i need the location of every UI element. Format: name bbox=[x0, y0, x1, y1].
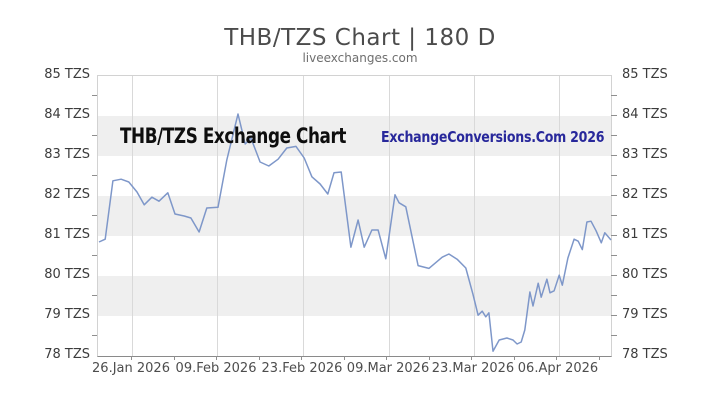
vertical-gridline bbox=[302, 76, 304, 356]
y-axis-label-right: 83 TZS bbox=[622, 147, 668, 162]
y-axis-label-left: 82 TZS bbox=[44, 187, 90, 202]
y-axis-label-left: 84 TZS bbox=[44, 107, 90, 122]
price-line-chart bbox=[98, 76, 611, 356]
axis-tick bbox=[92, 95, 97, 96]
axis-tick bbox=[611, 95, 617, 96]
stripe-band bbox=[98, 276, 611, 316]
axis-tick bbox=[216, 356, 218, 360]
watermark-exchangeconversions: ExchangeConversions.Com 2026 bbox=[381, 128, 605, 146]
axis-tick bbox=[611, 115, 617, 116]
chart-title: THB/TZS Chart | 180 D bbox=[224, 25, 496, 51]
vertical-gridline bbox=[473, 76, 475, 356]
stripe-band bbox=[98, 116, 611, 156]
y-axis-label-left: 83 TZS bbox=[44, 147, 90, 162]
y-axis-label-left: 80 TZS bbox=[44, 267, 90, 282]
axis-tick bbox=[173, 356, 175, 360]
y-axis-label-left: 78 TZS bbox=[44, 347, 90, 362]
chart-subtitle: liveexchanges.com bbox=[302, 51, 418, 65]
axis-tick bbox=[92, 135, 97, 136]
axis-tick bbox=[611, 295, 617, 296]
vertical-gridline bbox=[558, 76, 560, 356]
y-axis-label-right: 80 TZS bbox=[622, 267, 668, 282]
x-axis-label: 09.Mar 2026 bbox=[346, 361, 430, 376]
axis-tick bbox=[611, 315, 617, 316]
vertical-gridline bbox=[132, 76, 133, 356]
y-axis-label-left: 79 TZS bbox=[44, 307, 90, 322]
axis-tick bbox=[386, 356, 388, 360]
y-axis-label-right: 78 TZS bbox=[622, 347, 668, 362]
axis-tick bbox=[92, 335, 97, 336]
x-axis-label: 23.Mar 2026 bbox=[431, 361, 515, 376]
x-axis-label: 23.Feb 2026 bbox=[261, 361, 343, 376]
x-axis-label: 26.Jan 2026 bbox=[92, 361, 170, 376]
axis-tick bbox=[611, 155, 617, 156]
y-axis-label-right: 85 TZS bbox=[622, 67, 668, 82]
axis-tick bbox=[611, 175, 617, 176]
axis-tick bbox=[611, 275, 617, 276]
axis-tick bbox=[611, 195, 617, 196]
plot-area bbox=[97, 75, 612, 357]
axis-tick bbox=[343, 356, 345, 360]
y-axis-label-right: 79 TZS bbox=[622, 307, 668, 322]
y-axis-label-right: 81 TZS bbox=[622, 227, 668, 242]
axis-tick bbox=[611, 215, 617, 216]
x-axis-label: 09.Feb 2026 bbox=[175, 361, 257, 376]
axis-tick bbox=[258, 356, 260, 360]
axis-tick bbox=[611, 135, 617, 136]
axis-tick bbox=[513, 356, 515, 360]
axis-tick bbox=[471, 356, 473, 360]
axis-tick bbox=[92, 295, 97, 296]
axis-tick bbox=[92, 255, 97, 256]
vertical-gridline bbox=[217, 76, 219, 356]
vertical-gridline bbox=[389, 76, 391, 356]
thb-tzs-rate-line bbox=[99, 114, 611, 351]
axis-tick bbox=[598, 356, 600, 360]
axis-tick bbox=[92, 175, 97, 176]
axis-tick bbox=[611, 335, 617, 336]
axis-tick bbox=[301, 356, 303, 360]
axis-tick bbox=[611, 235, 617, 236]
y-axis-label-right: 82 TZS bbox=[622, 187, 668, 202]
watermark-exchange-chart: THB/TZS Exchange Chart bbox=[120, 124, 346, 148]
y-axis-label-left: 81 TZS bbox=[44, 227, 90, 242]
axis-tick bbox=[556, 356, 558, 360]
x-axis-label: 06.Apr 2026 bbox=[517, 361, 599, 376]
axis-tick bbox=[428, 356, 430, 360]
axis-tick bbox=[131, 356, 132, 360]
axis-tick bbox=[611, 255, 617, 256]
y-axis-label-right: 84 TZS bbox=[622, 107, 668, 122]
axis-tick bbox=[92, 215, 97, 216]
y-axis-label-left: 85 TZS bbox=[44, 67, 90, 82]
